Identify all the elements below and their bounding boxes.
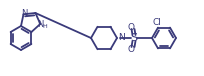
Text: N: N bbox=[38, 20, 44, 29]
Text: O: O bbox=[128, 22, 134, 31]
Text: N: N bbox=[21, 9, 27, 18]
Text: N: N bbox=[118, 33, 125, 42]
Text: O: O bbox=[128, 45, 134, 54]
Text: Cl: Cl bbox=[153, 18, 161, 27]
Text: H: H bbox=[42, 24, 47, 29]
Text: S: S bbox=[130, 33, 137, 43]
